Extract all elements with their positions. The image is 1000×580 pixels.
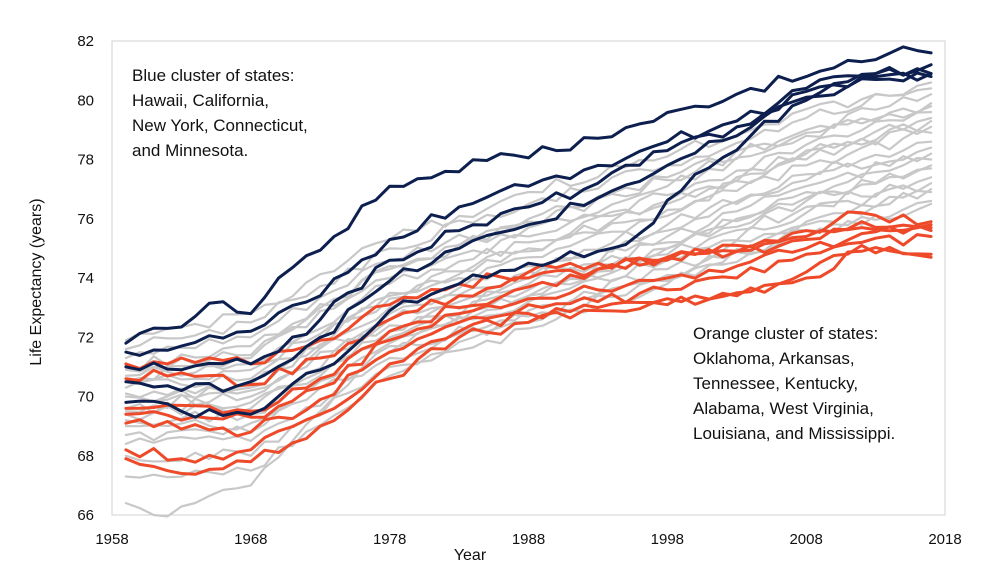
x-tick-label: 2008 bbox=[789, 531, 822, 548]
gray-state-line bbox=[124, 189, 933, 442]
x-axis-ticks: 1958 1968 1978 1988 1998 2008 2018 bbox=[95, 531, 961, 548]
orange-annotation-line: Oklahoma, Arkansas, bbox=[693, 349, 855, 368]
y-tick-label: 68 bbox=[77, 448, 94, 465]
y-tick-label: 72 bbox=[77, 329, 94, 346]
orange-annotation-line: Alabama, West Virginia, bbox=[693, 399, 874, 418]
blue-state-line bbox=[124, 66, 933, 419]
x-tick-label: 1958 bbox=[95, 531, 128, 548]
gray-state-line bbox=[124, 105, 933, 384]
orange-cluster-series bbox=[124, 210, 933, 476]
orange-annotation-line: Orange cluster of states: bbox=[693, 324, 879, 343]
x-tick-label: 1998 bbox=[651, 531, 684, 548]
blue-annotation-line: Hawaii, California, bbox=[132, 91, 269, 110]
gray-state-line bbox=[124, 87, 933, 342]
x-tick-label: 1988 bbox=[512, 531, 545, 548]
orange-state-line bbox=[124, 220, 933, 371]
y-tick-label: 82 bbox=[77, 33, 94, 50]
gray-state-line bbox=[124, 156, 933, 415]
orange-annotation-line: Louisiana, and Mississippi. bbox=[693, 424, 896, 443]
blue-cluster-series bbox=[124, 45, 933, 419]
orange-state-line bbox=[124, 233, 933, 438]
orange-state-line bbox=[124, 246, 933, 464]
x-tick-label: 2018 bbox=[928, 531, 961, 548]
blue-annotation-line: New York, Connecticut, bbox=[132, 116, 308, 135]
gray-state-line bbox=[124, 102, 933, 372]
orange-annotation-line: Tennessee, Kentucky, bbox=[693, 374, 859, 393]
gray-state-line bbox=[124, 81, 933, 351]
orange-state-line bbox=[124, 224, 933, 422]
blue-state-line bbox=[124, 45, 933, 345]
orange-cluster-annotation: Orange cluster of states: Oklahoma, Arka… bbox=[693, 321, 895, 446]
blue-state-line bbox=[124, 71, 933, 372]
y-axis-ticks: 66 68 70 72 74 76 78 80 82 bbox=[77, 33, 94, 524]
gray-state-line bbox=[124, 188, 933, 479]
y-tick-label: 70 bbox=[77, 389, 94, 406]
x-tick-label: 1968 bbox=[234, 531, 267, 548]
blue-cluster-annotation: Blue cluster of states: Hawaii, Californ… bbox=[132, 63, 308, 163]
y-tick-label: 74 bbox=[77, 270, 94, 287]
gray-state-series bbox=[124, 81, 933, 518]
gray-state-line bbox=[124, 116, 933, 377]
gray-state-line bbox=[124, 167, 933, 421]
gray-state-line bbox=[124, 111, 933, 373]
blue-state-line bbox=[124, 63, 933, 357]
y-tick-label: 78 bbox=[77, 152, 94, 169]
orange-state-line bbox=[124, 223, 933, 388]
x-axis-title: Year bbox=[454, 547, 487, 564]
gray-state-line bbox=[124, 199, 933, 445]
gray-state-line bbox=[124, 129, 933, 389]
x-tick-label: 1978 bbox=[373, 531, 406, 548]
blue-state-line bbox=[124, 71, 933, 393]
y-tick-label: 66 bbox=[77, 507, 94, 524]
gray-state-line bbox=[124, 182, 933, 431]
y-tick-label: 80 bbox=[77, 92, 94, 109]
y-tick-label: 76 bbox=[77, 211, 94, 228]
orange-state-line bbox=[124, 243, 933, 476]
gray-state-line bbox=[124, 93, 933, 360]
blue-annotation-line: Blue cluster of states: bbox=[132, 66, 295, 85]
gray-state-line bbox=[124, 164, 933, 518]
plot-area-frame bbox=[111, 40, 946, 516]
y-axis-title: Life Expectancy (years) bbox=[28, 198, 45, 365]
blue-annotation-line: and Minnesota. bbox=[132, 141, 249, 160]
